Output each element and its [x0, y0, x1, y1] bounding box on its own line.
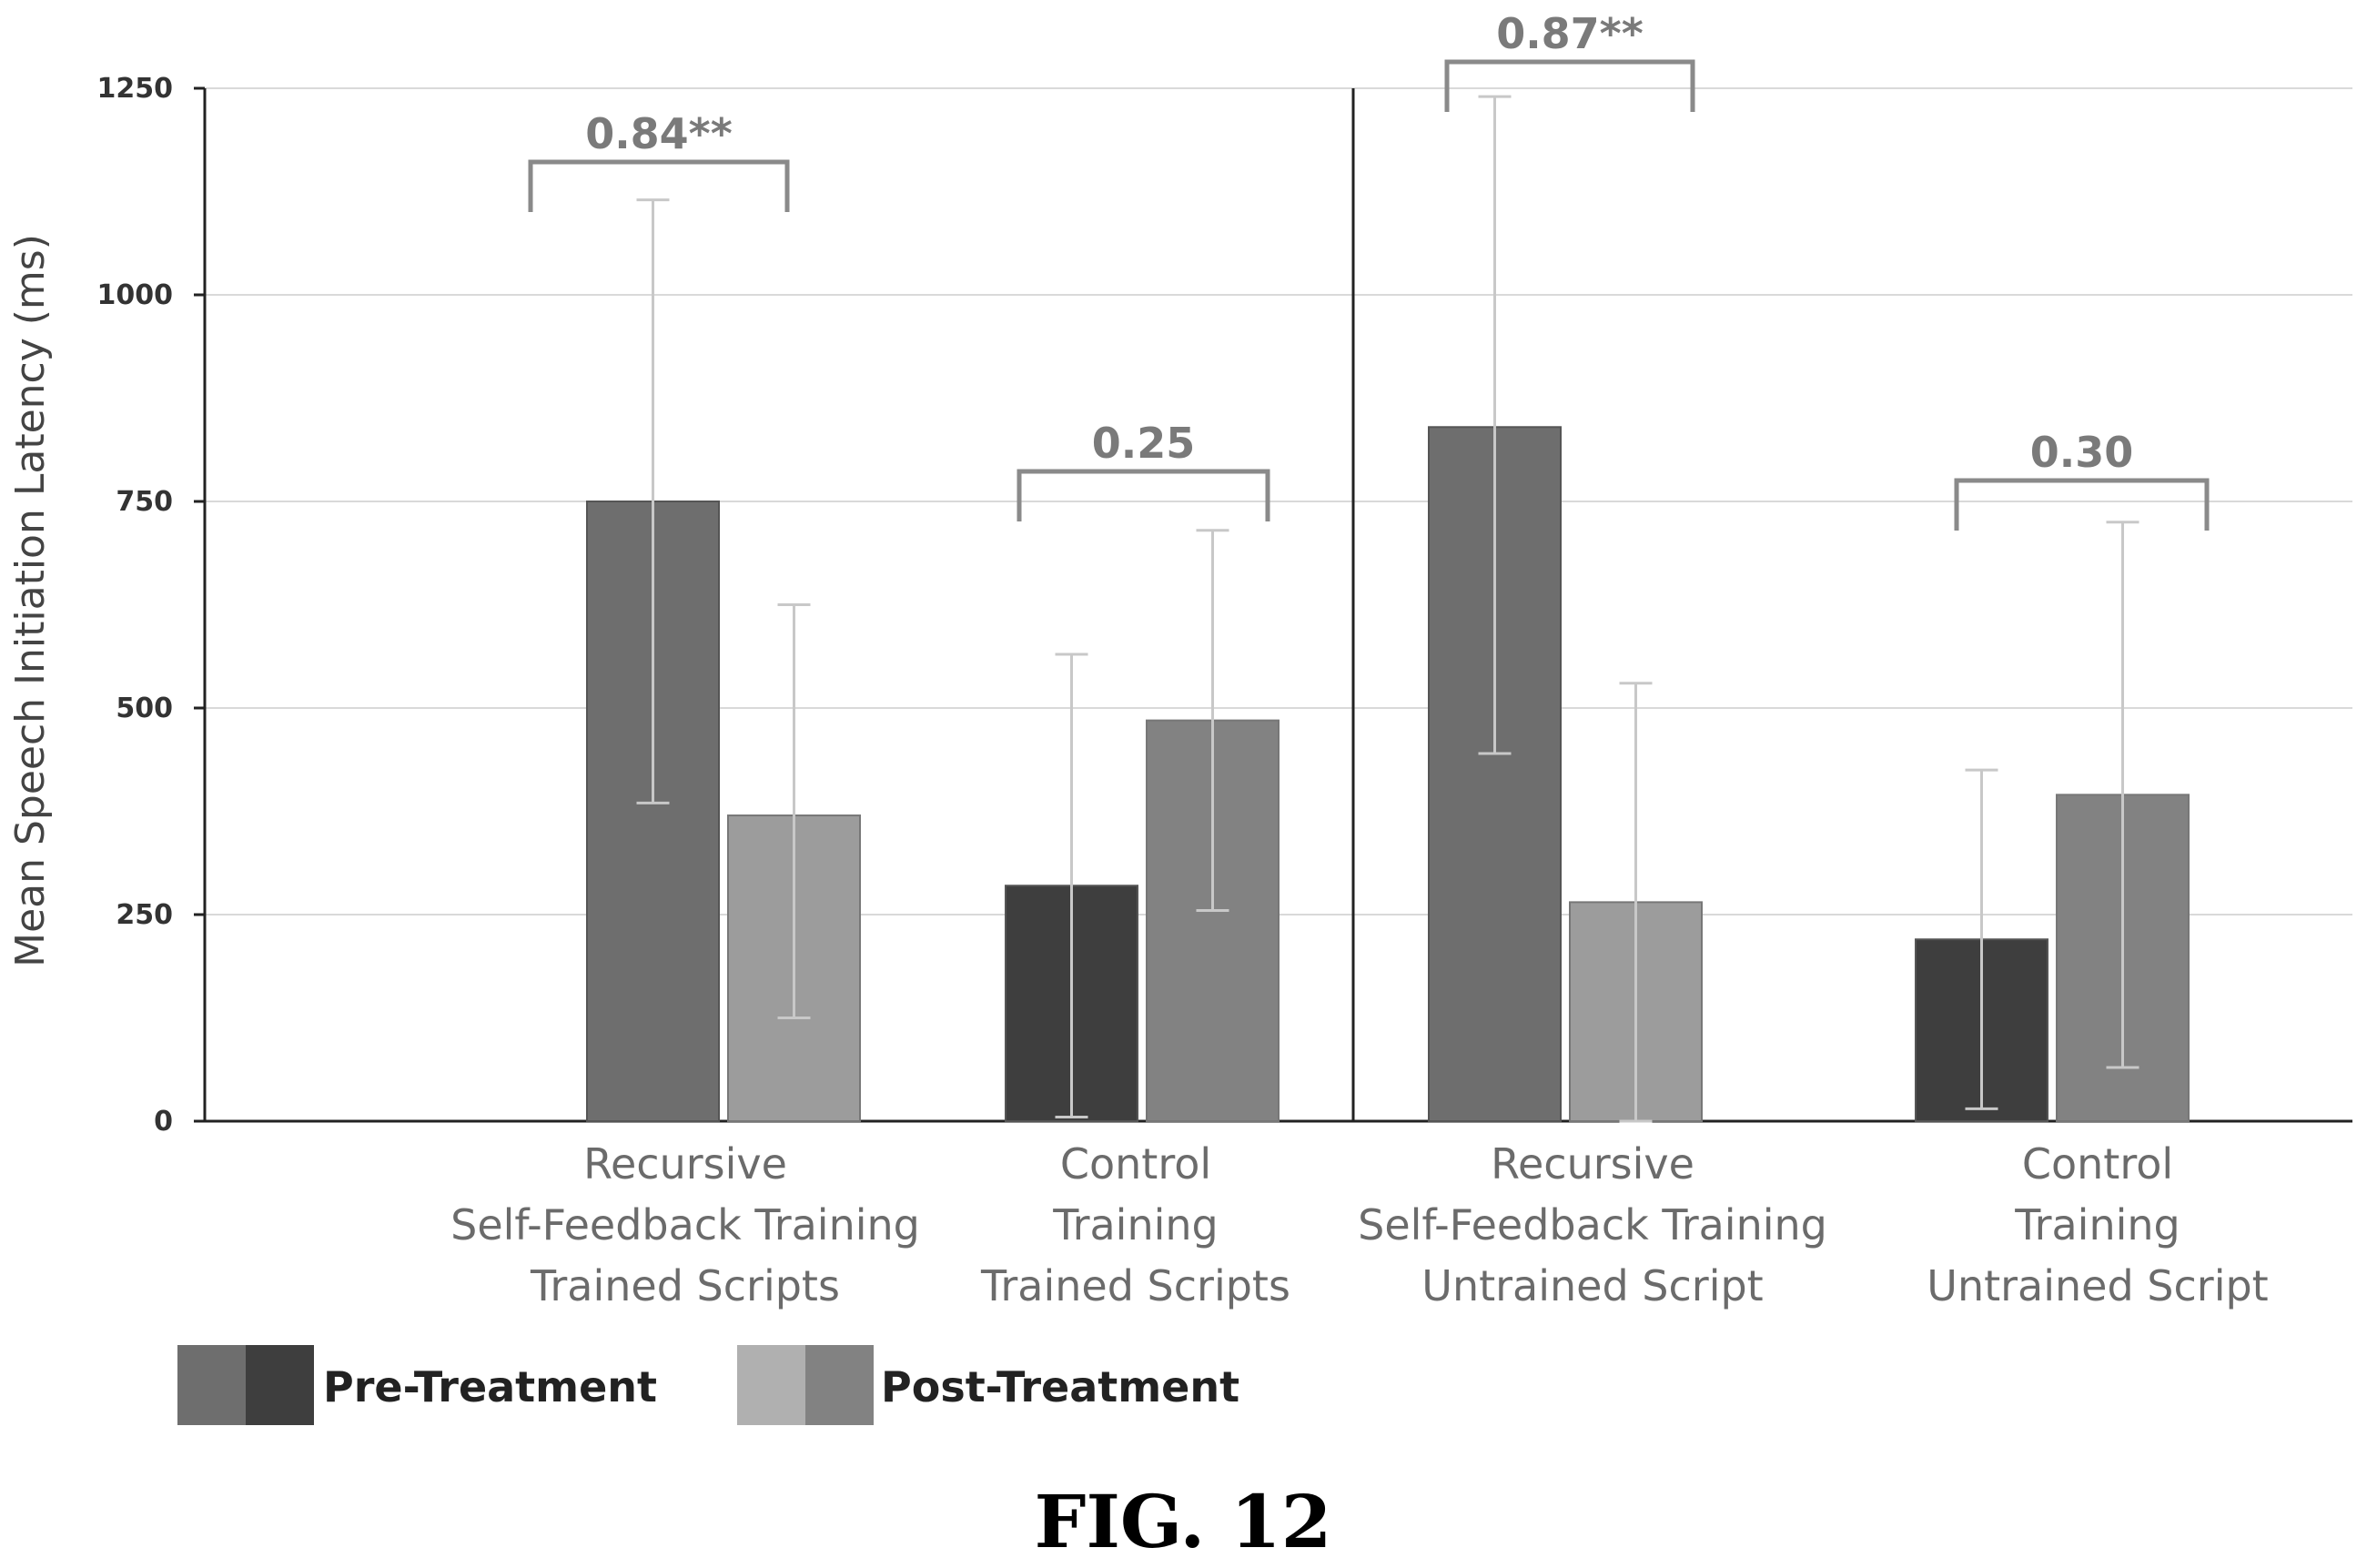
category-label-line: Recursive — [1491, 1139, 1694, 1189]
bracket-2 — [1444, 59, 1695, 112]
category-labels: Recursive Self-Feedback Training Trained S… — [450, 1139, 2269, 1310]
y-tick-label: 250 — [116, 899, 173, 931]
legend-label-pre: Pre-Treatment — [323, 1362, 657, 1411]
y-tick-label: 1000 — [97, 279, 174, 311]
category-label-line: Self-Feedback Training — [450, 1200, 920, 1249]
y-tick-label: 0 — [154, 1106, 173, 1138]
error-bars — [636, 95, 2139, 1123]
bracket-0 — [528, 159, 790, 212]
bracket-annotation-0: 0.84** — [585, 109, 733, 158]
figure-caption: FIG. 12 — [1035, 1479, 1332, 1564]
legend-swatch-pre-right — [246, 1345, 314, 1425]
category-label-line: Trained Scripts — [530, 1261, 840, 1310]
y-tick-label: 750 — [116, 486, 173, 518]
legend-swatch-post-left — [737, 1345, 805, 1425]
bracket-annotation-2: 0.87** — [1496, 9, 1644, 58]
y-tick-label: 500 — [116, 693, 173, 724]
category-label-line: Training — [1052, 1200, 1219, 1249]
legend-swatch-pre-left — [177, 1345, 246, 1425]
gridlines — [205, 87, 2352, 916]
category-label-line: Untrained Script — [1421, 1261, 1763, 1310]
y-tick-label: 1250 — [97, 73, 174, 105]
category-label-line: Control — [2022, 1139, 2173, 1189]
significance-brackets: 0.84** 0.25 0.87** 0.30 — [528, 9, 2210, 531]
y-axis-label: Mean Speech Initiation Latency (ms) — [7, 234, 54, 967]
category-label-line: Untrained Script — [1927, 1261, 2268, 1310]
bracket-1 — [1017, 469, 1270, 521]
legend-label-post: Post-Treatment — [881, 1362, 1239, 1411]
category-label-line: Recursive — [583, 1139, 787, 1189]
legend: Pre-Treatment Post-Treatment — [177, 1345, 1239, 1425]
category-label-line: Trained Scripts — [980, 1261, 1290, 1310]
category-label-line: Training — [2014, 1200, 2180, 1249]
category-label-line: Control — [1060, 1139, 1211, 1189]
category-label-line: Self-Feedback Training — [1358, 1200, 1827, 1249]
bracket-3 — [1954, 478, 2210, 531]
y-tick-labels: 0 250 500 750 1000 1250 — [97, 73, 174, 1138]
bars — [586, 426, 2190, 1123]
legend-swatch-post-right — [805, 1345, 874, 1425]
bracket-annotation-1: 0.25 — [1092, 419, 1196, 468]
bracket-annotation-3: 0.30 — [2030, 428, 2134, 477]
